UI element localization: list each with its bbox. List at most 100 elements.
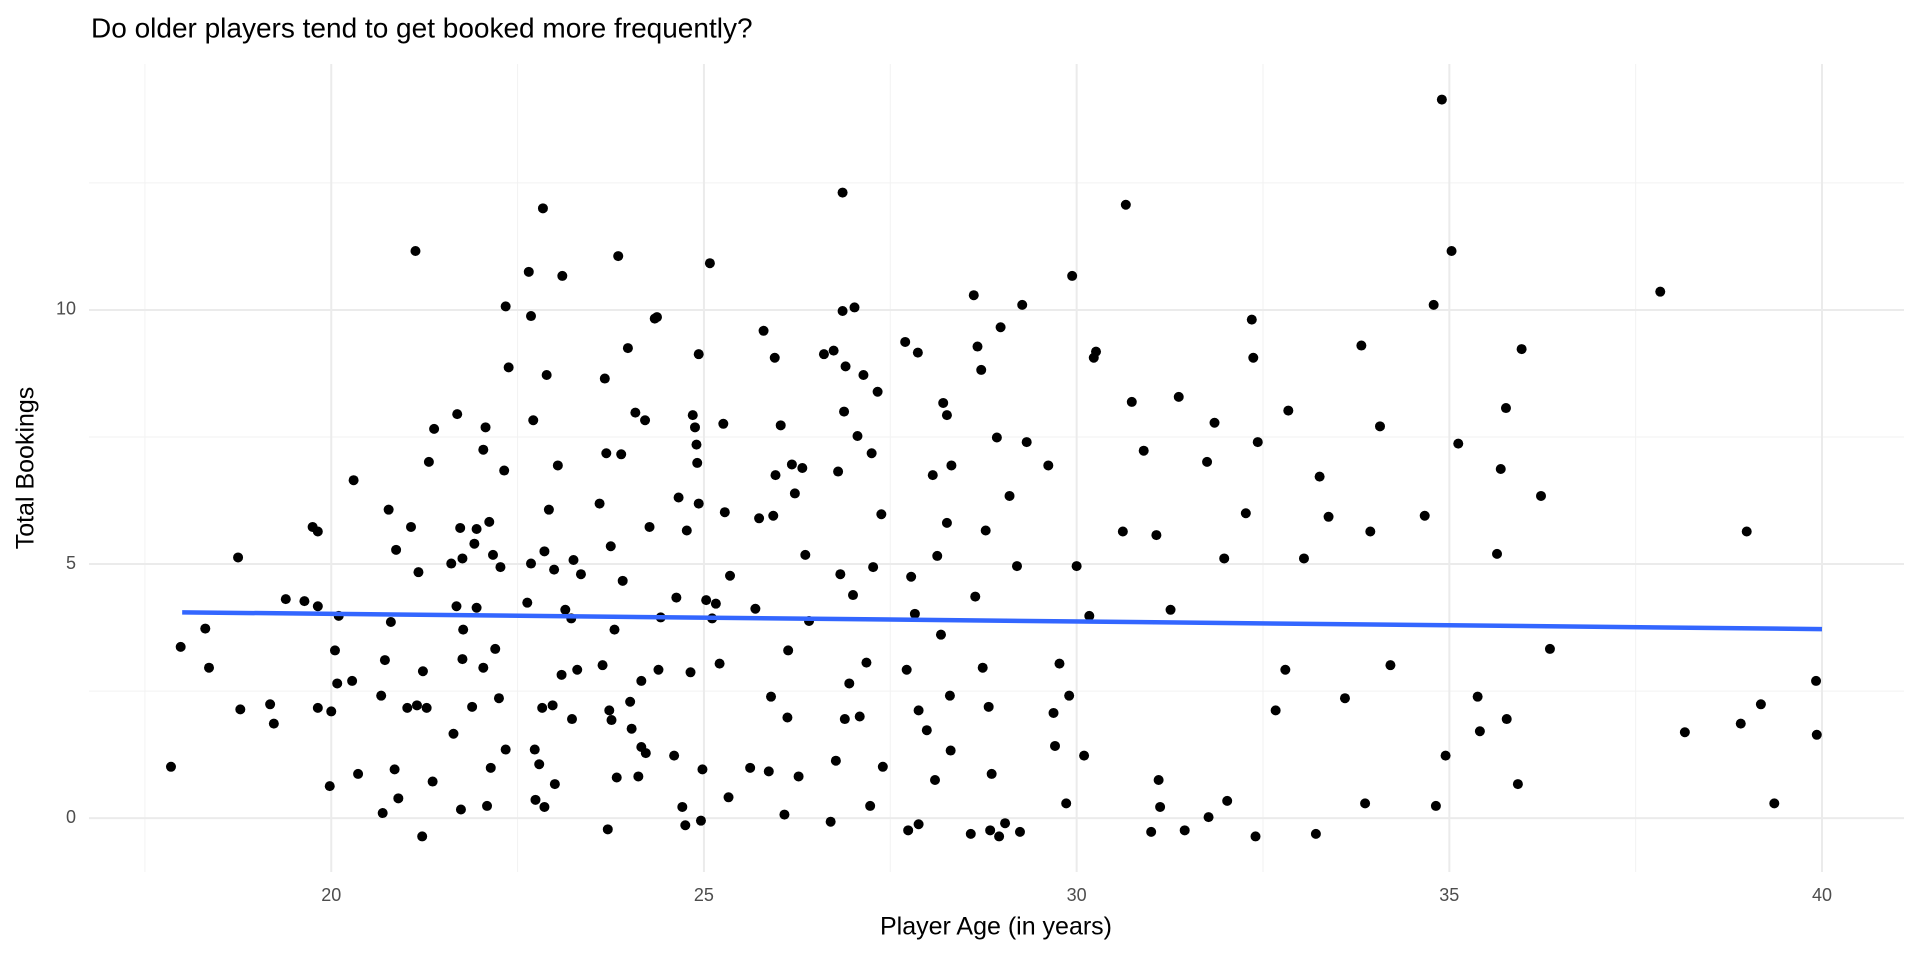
point xyxy=(1179,825,1190,836)
point xyxy=(927,470,938,481)
point xyxy=(689,422,700,433)
point xyxy=(1252,437,1263,448)
point xyxy=(1495,464,1506,475)
point xyxy=(876,509,887,520)
point xyxy=(932,550,943,561)
point xyxy=(965,828,976,839)
point xyxy=(1000,818,1011,829)
point xyxy=(312,702,323,713)
point xyxy=(1222,795,1233,806)
point xyxy=(1280,664,1291,675)
point xyxy=(549,779,560,790)
point xyxy=(1365,526,1376,537)
point xyxy=(681,525,692,536)
point xyxy=(529,744,540,755)
point xyxy=(828,345,839,356)
point xyxy=(567,714,578,725)
point xyxy=(537,203,548,214)
point xyxy=(1165,604,1176,615)
point xyxy=(452,409,463,420)
point xyxy=(457,553,468,564)
point xyxy=(1419,510,1430,521)
point xyxy=(912,347,923,358)
point xyxy=(616,449,627,460)
point xyxy=(1153,775,1164,786)
point xyxy=(758,325,769,336)
point xyxy=(695,815,706,826)
point xyxy=(766,691,777,702)
point xyxy=(265,699,276,710)
point xyxy=(1356,340,1367,351)
point xyxy=(786,459,797,470)
point xyxy=(539,801,550,812)
point xyxy=(539,546,550,557)
point xyxy=(478,444,489,455)
point xyxy=(617,575,628,586)
chart-title: Do older players tend to get booked more… xyxy=(91,12,753,43)
point xyxy=(1811,675,1822,686)
point xyxy=(1339,693,1350,704)
point xyxy=(1091,346,1102,357)
point xyxy=(1298,553,1309,564)
point xyxy=(636,675,647,686)
point xyxy=(599,373,610,384)
point xyxy=(594,498,605,509)
point xyxy=(1769,798,1780,809)
point xyxy=(972,341,983,352)
point xyxy=(423,456,434,467)
point xyxy=(348,475,359,486)
point xyxy=(837,305,848,316)
point xyxy=(977,662,988,673)
point xyxy=(482,800,493,811)
point xyxy=(484,516,495,527)
point xyxy=(858,370,869,381)
point xyxy=(1061,798,1072,809)
point xyxy=(383,504,394,515)
point xyxy=(745,762,756,773)
point xyxy=(877,761,888,772)
point xyxy=(1126,396,1137,407)
point xyxy=(985,825,996,836)
point xyxy=(839,714,850,725)
point xyxy=(640,748,651,759)
point xyxy=(995,322,1006,333)
point xyxy=(1655,286,1666,297)
point xyxy=(1755,699,1766,710)
point xyxy=(941,517,952,528)
point xyxy=(723,792,734,803)
point xyxy=(677,801,688,812)
point xyxy=(485,762,496,773)
point xyxy=(1079,750,1090,761)
point xyxy=(944,690,955,701)
point xyxy=(651,312,662,323)
point xyxy=(1011,561,1022,572)
point xyxy=(633,771,644,782)
point xyxy=(718,418,729,429)
point xyxy=(1043,460,1054,471)
point xyxy=(1811,729,1822,740)
point xyxy=(1446,246,1457,257)
point xyxy=(783,645,794,656)
point xyxy=(413,567,424,578)
point xyxy=(1151,530,1162,541)
point xyxy=(768,510,779,521)
point xyxy=(945,745,956,756)
point xyxy=(818,349,829,360)
point xyxy=(852,430,863,441)
point xyxy=(493,693,504,704)
point xyxy=(471,523,482,534)
point xyxy=(324,781,335,792)
point xyxy=(1492,548,1503,559)
x-tick-label: 30 xyxy=(1067,885,1087,905)
point xyxy=(1117,526,1128,537)
point xyxy=(389,764,400,775)
point xyxy=(534,759,545,770)
point xyxy=(1314,471,1325,482)
point xyxy=(1209,417,1220,428)
point xyxy=(1202,456,1213,467)
point xyxy=(1544,643,1555,654)
point xyxy=(913,819,924,830)
point xyxy=(901,664,912,675)
point xyxy=(1146,826,1157,837)
